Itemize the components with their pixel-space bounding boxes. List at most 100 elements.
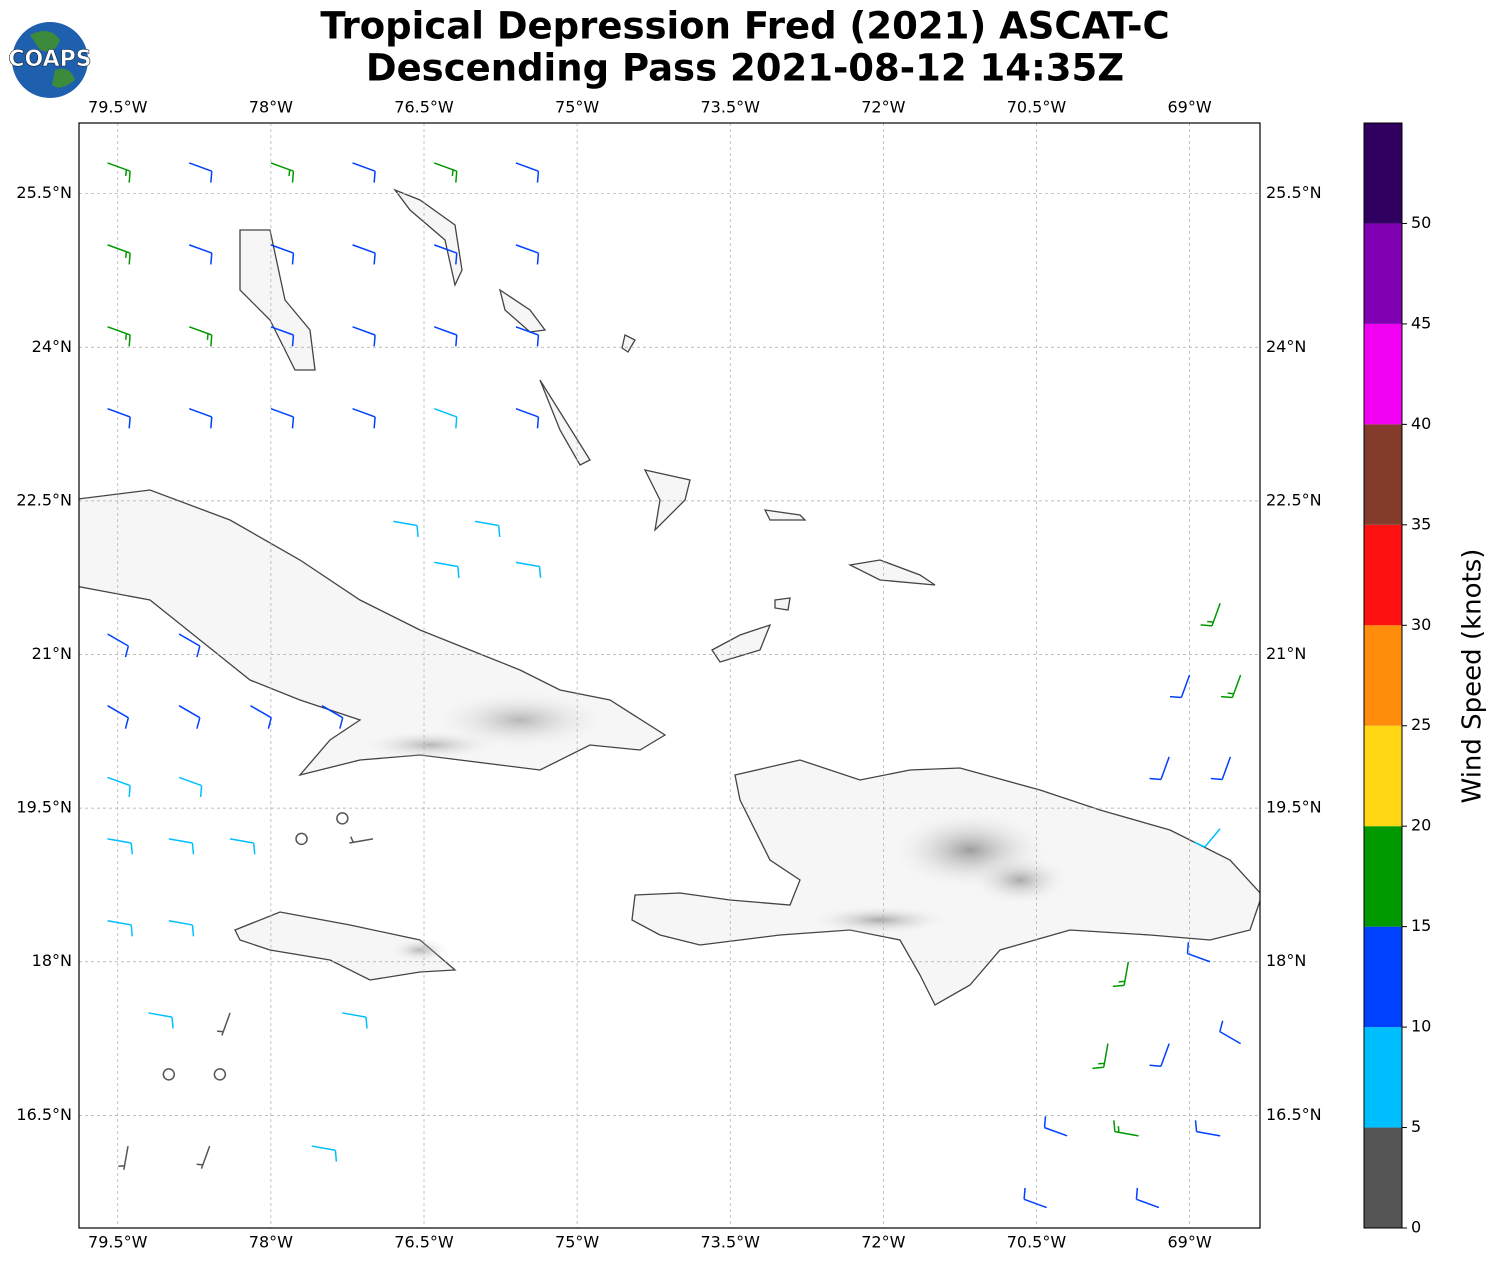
wind-barb <box>250 705 272 729</box>
wind-barb <box>1194 1120 1221 1137</box>
wind-barb <box>270 162 295 183</box>
colorbar-tick-label: 25 <box>1411 715 1431 734</box>
lon-tick-label: 78°W <box>249 1233 293 1252</box>
lon-tick-label: 75°W <box>555 1233 599 1252</box>
colorbar-swatch <box>1364 424 1402 525</box>
lat-tick-label: 22.5°N <box>1266 490 1322 509</box>
wind-barb <box>118 1145 129 1170</box>
lat-tick-label: 25.5°N <box>16 183 72 202</box>
wind-barb <box>217 1012 231 1036</box>
lon-tick-label: 76.5°W <box>394 1233 454 1252</box>
calm-marker <box>162 1068 176 1081</box>
logo: COAPS <box>8 22 92 98</box>
colorbar: 0 5 10 15 20 25 30 35 40 45 50 <box>1363 122 1431 1237</box>
lat-tick-label: 16.5°N <box>16 1105 72 1124</box>
colorbar-tick-label: 5 <box>1411 1117 1421 1136</box>
colorbar-tick-label: 15 <box>1411 916 1431 935</box>
wind-barb <box>107 326 131 347</box>
wind-barb <box>352 244 376 265</box>
lon-tick-label: 69°W <box>1167 1233 1211 1252</box>
wind-barb <box>1210 756 1232 781</box>
colorbar-swatch <box>1364 223 1402 324</box>
wind-barb <box>270 326 295 347</box>
wind-barb <box>321 705 344 729</box>
wind-barb <box>352 326 376 347</box>
wind-barb <box>433 408 458 429</box>
lat-tick-label: 24°N <box>32 337 72 356</box>
colorbar-swatch <box>1364 926 1402 1028</box>
colorbar-swatch <box>1364 1027 1402 1128</box>
colorbar-tick-label: 30 <box>1411 615 1431 634</box>
lat-tick-label: 16.5°N <box>1266 1105 1322 1124</box>
wind-barb <box>148 1012 174 1029</box>
calm-marker <box>336 812 349 825</box>
colorbar-swatch <box>1364 323 1402 425</box>
wind-barb <box>270 408 295 429</box>
lat-tick-label: 21°N <box>1266 644 1306 663</box>
wind-barb <box>1169 674 1191 699</box>
wind-barb <box>393 520 419 537</box>
wind-barb <box>433 326 458 347</box>
colorbar-swatch <box>1364 725 1402 827</box>
wind-barb <box>433 162 458 183</box>
wind-barb <box>474 520 501 537</box>
lon-tick-label: 73.5°W <box>701 98 761 117</box>
wind-barb <box>107 920 134 937</box>
wind-barb <box>311 1145 338 1162</box>
colorbar-frame <box>1363 122 1403 1229</box>
wind-barb <box>515 162 540 183</box>
grid: 79.5°W 79.5°W 78°W 78°W 76.5°W 76.5°W 75°W 75°W… <box>16 98 1321 1252</box>
colorbar-swatch <box>1364 123 1402 224</box>
wind-barbs <box>107 162 1242 1209</box>
calm-marker <box>213 1068 227 1081</box>
wind-barb <box>188 408 213 429</box>
lat-tick-label: 25.5°N <box>1266 183 1322 202</box>
wind-barb <box>178 633 201 658</box>
lon-tick-label: 69°W <box>1167 98 1211 117</box>
lat-tick-label: 18°N <box>32 951 72 970</box>
lon-tick-label: 78°W <box>249 98 293 117</box>
lon-tick-label: 79.5°W <box>88 98 148 117</box>
wind-barb <box>196 1145 211 1169</box>
wind-barb <box>434 561 460 578</box>
lon-tick-label: 75°W <box>555 98 599 117</box>
title-line: Tropical Depression Fred (2021) ASCAT-C <box>320 5 1169 48</box>
colorbar-tick-label: 0 <box>1411 1218 1421 1237</box>
wind-barb <box>1149 756 1170 781</box>
wind-barb <box>107 633 130 658</box>
wind-barb <box>107 776 131 798</box>
wind-barb <box>1194 828 1221 848</box>
colorbar-tick-label: 35 <box>1411 514 1431 533</box>
lon-tick-label: 79.5°W <box>88 1233 148 1252</box>
wind-barb <box>1135 1187 1160 1209</box>
lon-tick-label: 76.5°W <box>394 98 454 117</box>
wind-barb <box>515 561 542 578</box>
wind-barb <box>107 838 134 855</box>
wind-barb <box>1219 1020 1241 1045</box>
wind-barb <box>515 244 540 265</box>
lat-tick-label: 19.5°N <box>1266 798 1322 817</box>
colorbar-swatch <box>1364 1127 1402 1228</box>
andros <box>239 229 316 371</box>
wind-barb <box>188 162 213 183</box>
wind-barb <box>178 705 201 729</box>
lat-tick-label: 24°N <box>1266 337 1306 356</box>
wind-barb <box>188 326 213 347</box>
wind-barb <box>168 838 195 855</box>
lon-tick-label: 72°W <box>861 1233 905 1252</box>
wind-barb <box>188 244 213 265</box>
lat-tick-label: 19.5°N <box>16 798 72 817</box>
colorbar-tick-label: 10 <box>1411 1017 1431 1036</box>
colorbar-tick-label: 45 <box>1411 313 1431 332</box>
jamaica <box>234 911 457 981</box>
wind-barb <box>349 836 374 844</box>
island <box>498 288 936 663</box>
lon-tick-label: 73.5°W <box>701 1233 761 1252</box>
title-line: Descending Pass 2021-08-12 14:35Z <box>366 47 1124 90</box>
wind-barb <box>168 920 195 937</box>
wind-barb <box>178 776 203 798</box>
lat-tick-label: 21°N <box>32 644 72 663</box>
wind-barb <box>352 162 376 183</box>
colorbar-swatch <box>1364 625 1402 726</box>
